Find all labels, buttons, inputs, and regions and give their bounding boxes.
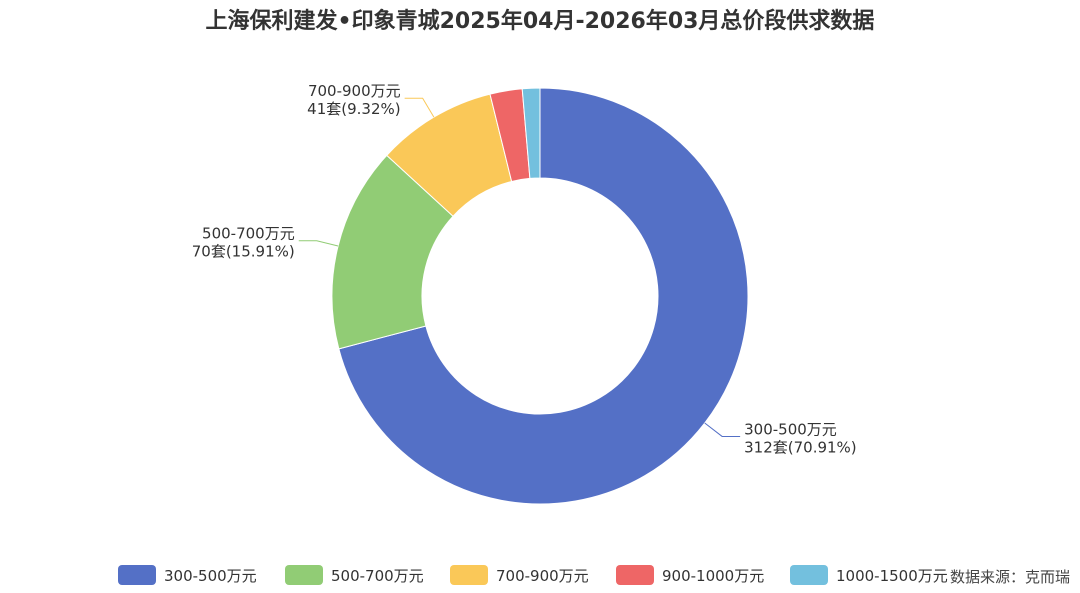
leader-line-300-500: [704, 422, 741, 437]
slice-300-500: [338, 87, 749, 505]
legend-label: 900-1000万元: [662, 567, 764, 585]
legend-label: 500-700万元: [331, 567, 424, 585]
slice-label-value: 312套(70.91%): [744, 438, 857, 456]
legend-item-1000-1500[interactable]: 1000-1500万元: [790, 565, 948, 585]
legend-swatch: [450, 565, 488, 585]
slice-label-range: 300-500万元: [744, 420, 837, 438]
slice-1000-1500: [521, 87, 541, 179]
legend-swatch: [790, 565, 828, 585]
slice-label-range: 700-900万元: [308, 82, 401, 100]
slice-label-value: 70套(15.91%): [192, 243, 295, 261]
leader-line-500-700: [298, 240, 339, 247]
legend-label: 1000-1500万元: [836, 567, 948, 585]
legend-label: 300-500万元: [164, 567, 257, 585]
donut-slices: [331, 87, 749, 505]
legend-swatch: [285, 565, 323, 585]
chart-title: 上海保利建发•印象青城2025年04月-2026年03月总价段供求数据: [206, 8, 875, 34]
legend-item-500-700[interactable]: 500-700万元: [285, 565, 424, 585]
source-text: 数据来源：克而瑞: [950, 568, 1070, 586]
leader-line-700-900: [404, 97, 435, 118]
slice-label-value: 41套(9.32%): [307, 100, 400, 118]
legend-label: 700-900万元: [496, 567, 589, 585]
legend-item-700-900[interactable]: 700-900万元: [450, 565, 589, 585]
slice-label-range: 500-700万元: [202, 225, 295, 243]
legend-item-900-1000[interactable]: 900-1000万元: [616, 565, 764, 585]
legend: 300-500万元 500-700万元 700-900万元 900-1000万元 100…: [118, 565, 948, 585]
legend-swatch: [616, 565, 654, 585]
legend-swatch: [118, 565, 156, 585]
legend-item-300-500[interactable]: 300-500万元: [118, 565, 257, 585]
